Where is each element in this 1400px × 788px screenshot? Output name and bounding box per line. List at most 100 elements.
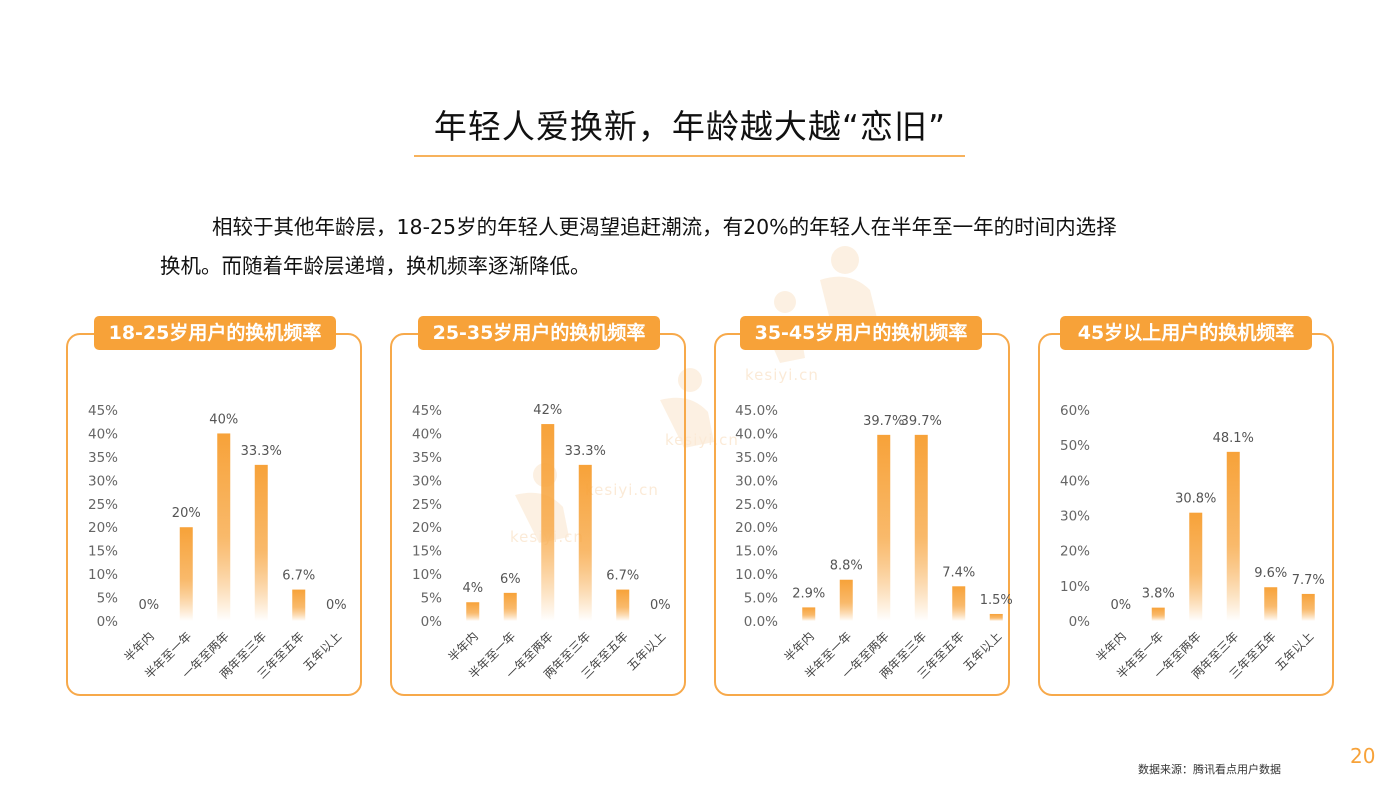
- bar: [1189, 512, 1203, 621]
- bar: [503, 592, 517, 621]
- y-tick-label: 0%: [1069, 614, 1091, 630]
- data-label: 33.3%: [565, 444, 606, 459]
- data-label: 48.1%: [1213, 431, 1254, 446]
- category-label: 五年以上: [961, 629, 1005, 673]
- bar: [254, 464, 268, 621]
- bar: [989, 613, 1003, 621]
- data-label: 3.8%: [1142, 587, 1175, 602]
- y-tick-label: 60%: [1060, 403, 1090, 419]
- y-tick-label: 35%: [88, 450, 118, 466]
- y-tick-label: 25.0%: [735, 497, 778, 513]
- bar: [839, 579, 853, 621]
- data-label: 0%: [650, 598, 671, 613]
- y-tick-label: 35.0%: [735, 450, 778, 466]
- y-tick-label: 0%: [97, 614, 119, 630]
- category-label: 五年以上: [301, 629, 345, 673]
- y-tick-label: 0%: [421, 614, 443, 630]
- data-label: 6.7%: [282, 569, 315, 584]
- y-tick-label: 30%: [1060, 509, 1090, 525]
- data-label: 30.8%: [1175, 492, 1216, 507]
- bar: [466, 602, 480, 621]
- bar: [952, 586, 966, 621]
- y-tick-label: 30%: [412, 473, 442, 489]
- intro-line-1: 相较于其他年龄层，18-25岁的年轻人更渴望追赶潮流，有20%的年轻人在半年至一…: [212, 215, 1117, 239]
- bar: [1301, 593, 1315, 621]
- data-label: 0%: [326, 598, 347, 613]
- y-tick-label: 20.0%: [735, 520, 778, 536]
- bar: [914, 434, 928, 621]
- y-tick-label: 15%: [412, 544, 442, 560]
- bar: [179, 527, 193, 621]
- chart-title-35-45: 35-45岁用户的换机频率: [740, 316, 982, 350]
- y-tick-label: 40%: [412, 426, 442, 442]
- y-tick-label: 40.0%: [735, 426, 778, 442]
- page-title: 年轻人爱换新，年龄越大越“恋旧”: [433, 107, 947, 146]
- bar: [802, 607, 816, 621]
- intro-line-2: 换机。而随着年龄层递增，换机频率逐渐降低。: [160, 254, 591, 278]
- bar-chart-35-45: 0.0% 5.0% 10.0% 15.0% 20.0% 25.0% 30.0% 35.0% 40…: [735, 403, 1013, 682]
- y-tick-label: 45%: [88, 403, 118, 419]
- bar-chart-25-35: 0%5%10%15%20%25%30%35%40%45%4%半年内6%半年至一年…: [412, 403, 671, 682]
- y-tick-label: 0.0%: [744, 614, 778, 630]
- category-label: 五年以上: [625, 629, 669, 673]
- y-tick-label: 40%: [1060, 473, 1090, 489]
- bar: [1264, 587, 1278, 621]
- watermark-text-3: kesiyi.cn: [585, 481, 659, 499]
- y-tick-label: 10%: [412, 567, 442, 583]
- category-label: 半年内: [122, 629, 157, 664]
- watermark-text-2: kesiyi.cn: [665, 431, 739, 449]
- data-label: 8.8%: [830, 559, 863, 574]
- y-tick-label: 25%: [412, 497, 442, 513]
- page-number: 20: [1350, 744, 1376, 768]
- y-tick-label: 5%: [97, 591, 119, 607]
- y-tick-label: 25%: [88, 497, 118, 513]
- data-label: 0%: [138, 598, 159, 613]
- y-tick-label: 35%: [412, 450, 442, 466]
- data-label: 7.4%: [942, 565, 975, 580]
- bar: [616, 589, 630, 621]
- category-label: 半年内: [782, 629, 817, 664]
- y-tick-label: 15.0%: [735, 544, 778, 560]
- y-tick-label: 40%: [88, 426, 118, 442]
- chart-title-45-plus: 45岁以上用户的换机频率: [1060, 316, 1312, 350]
- data-label: 7.7%: [1292, 573, 1325, 588]
- data-label: 6.7%: [606, 569, 639, 584]
- y-tick-label: 10%: [1060, 579, 1090, 595]
- bar: [217, 433, 231, 621]
- y-tick-label: 30.0%: [735, 473, 778, 489]
- data-label: 39.7%: [901, 414, 942, 429]
- y-tick-label: 50%: [1060, 438, 1090, 454]
- data-label: 42%: [533, 403, 562, 418]
- y-tick-label: 15%: [88, 544, 118, 560]
- bar: [877, 434, 891, 621]
- data-label: 0%: [1110, 598, 1131, 613]
- data-label: 9.6%: [1254, 566, 1287, 581]
- title-underline: [414, 155, 965, 157]
- y-tick-label: 45.0%: [735, 403, 778, 419]
- data-label: 39.7%: [863, 414, 904, 429]
- bar: [292, 589, 306, 621]
- y-tick-label: 20%: [412, 520, 442, 536]
- data-label: 1.5%: [980, 593, 1013, 608]
- bar: [578, 464, 592, 621]
- data-source: 数据来源：腾讯看点用户数据: [1138, 763, 1281, 776]
- bar: [541, 424, 555, 621]
- data-label: 2.9%: [792, 586, 825, 601]
- y-tick-label: 10.0%: [735, 567, 778, 583]
- watermark-text-1: kesiyi.cn: [745, 366, 819, 384]
- y-tick-label: 10%: [88, 567, 118, 583]
- y-tick-label: 30%: [88, 473, 118, 489]
- y-tick-label: 5.0%: [744, 591, 778, 607]
- chart-title-18-25: 18-25岁用户的换机频率: [94, 316, 336, 350]
- data-label: 4%: [462, 581, 483, 596]
- bar-chart-18-25: 0%5%10%15%20%25%30%35%40%45%0%半年内20%半年至一…: [88, 403, 347, 682]
- intro-paragraph: 相较于其他年龄层，18-25岁的年轻人更渴望追赶潮流，有20%的年轻人在半年至一…: [160, 208, 1260, 286]
- category-label: 半年内: [446, 629, 481, 664]
- bar: [1151, 607, 1165, 621]
- data-label: 6%: [500, 572, 521, 587]
- category-label: 半年内: [1094, 629, 1129, 664]
- y-tick-label: 20%: [88, 520, 118, 536]
- data-label: 40%: [209, 412, 238, 427]
- data-label: 33.3%: [241, 444, 282, 459]
- bar-chart-45-plus: 0%10%20%30%40%50%60%0%半年内3.8%半年至一年30.8%一…: [1060, 403, 1325, 682]
